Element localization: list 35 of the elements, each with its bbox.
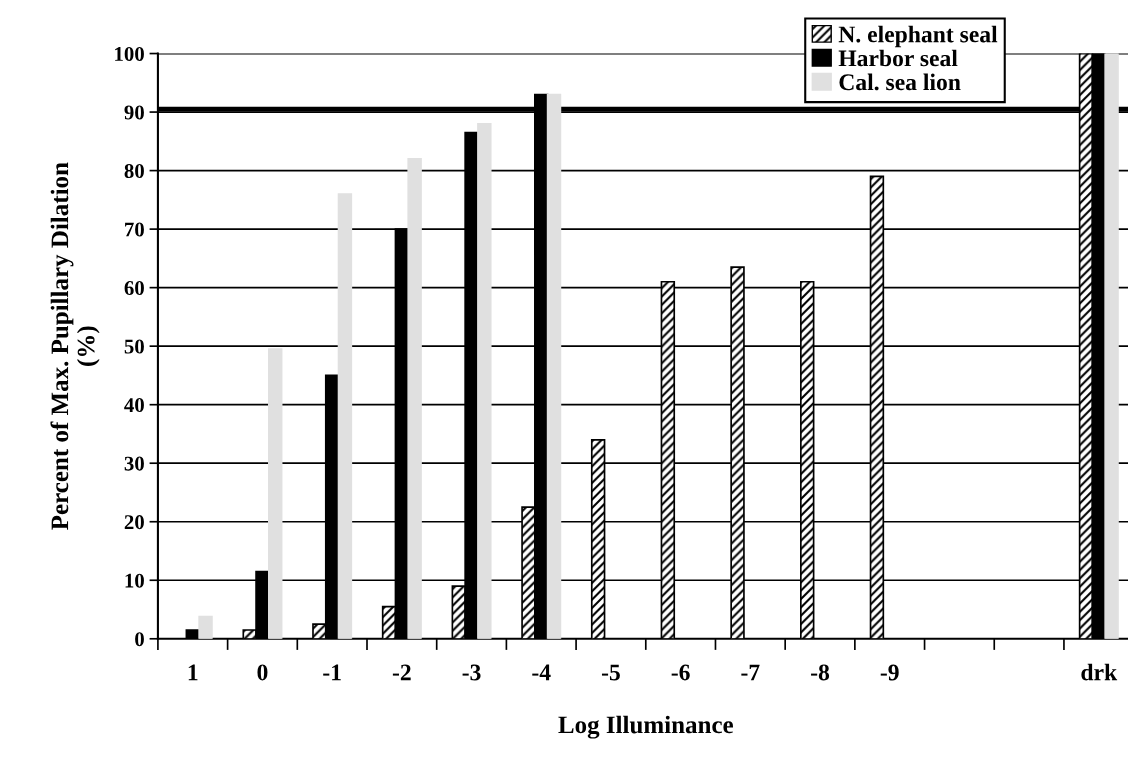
y-tick-label: 70 xyxy=(125,222,144,237)
x-tick-label: -3 xyxy=(462,664,481,681)
x-tick-label: -2 xyxy=(392,664,411,681)
bar xyxy=(1104,53,1119,639)
y-axis-title: Percent of Max. Pupillary Dilation (%) xyxy=(50,162,100,530)
bar xyxy=(546,93,562,639)
y-tick-label: 50 xyxy=(124,339,144,354)
bar xyxy=(268,348,283,639)
y-tick-label: 80 xyxy=(124,163,144,179)
x-tick-label: -7 xyxy=(741,664,760,681)
bar xyxy=(407,158,422,639)
bar xyxy=(337,193,353,639)
x-tick-label: -9 xyxy=(880,664,899,681)
legend-label: Harbor seal xyxy=(838,49,958,67)
x-axis-title: Log Illuminance xyxy=(558,715,733,739)
y-tick-label: 30 xyxy=(124,456,144,471)
y-tick-label: 10 xyxy=(125,573,144,588)
y-tick-label: 40 xyxy=(124,398,144,413)
y-tick-label: 100 xyxy=(115,46,144,61)
x-tick-label: drk xyxy=(1081,663,1118,681)
y-tick-label: 60 xyxy=(124,281,144,296)
y-tick-label: 20 xyxy=(124,515,144,530)
x-tick-label: -4 xyxy=(532,664,551,681)
x-tick-label: -8 xyxy=(811,664,830,681)
x-tick-label: 1 xyxy=(188,664,198,681)
x-tick-label: -5 xyxy=(601,664,620,681)
y-tick-label: 90 xyxy=(124,105,144,120)
x-tick-label: -6 xyxy=(671,664,690,681)
x-tick-label: 0 xyxy=(257,664,268,681)
legend-label: Cal. sea lion xyxy=(839,73,961,91)
y-tick-label: 0 xyxy=(135,632,144,647)
bar xyxy=(477,122,492,639)
legend-label: N. elephant seal xyxy=(838,25,998,48)
bar xyxy=(198,615,213,639)
x-tick-label: -1 xyxy=(323,664,341,681)
